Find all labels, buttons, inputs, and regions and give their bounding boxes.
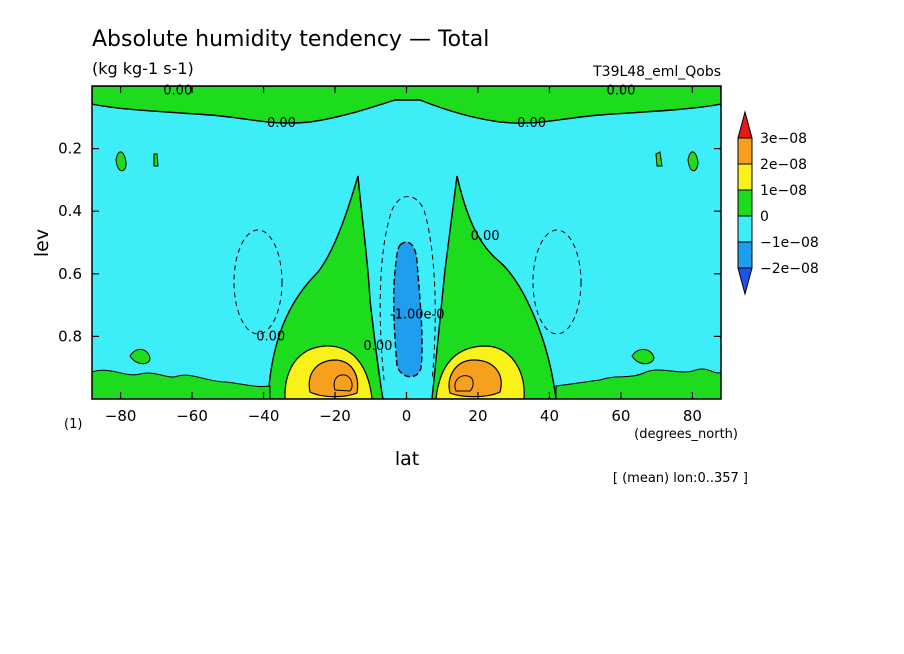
x-tick-label: −20 xyxy=(319,407,351,425)
colorbar-segment xyxy=(737,215,753,243)
colorbar-label: −1e−08 xyxy=(760,235,819,251)
x-tick-label: 80 xyxy=(683,407,702,425)
x-tick-label: −60 xyxy=(176,407,208,425)
right-inner-contour xyxy=(454,375,474,392)
contour-label: 0.00 xyxy=(256,329,285,344)
left-neg-contour xyxy=(233,229,283,335)
x-tick-label: 20 xyxy=(468,407,487,425)
colorbar-segment xyxy=(737,163,753,191)
right-mid-patch xyxy=(631,349,655,365)
contour-label: 0.00 xyxy=(267,116,296,131)
colorbar-label: 3e−08 xyxy=(760,131,807,147)
colorbar-label: 2e−08 xyxy=(760,157,807,173)
colorbar-segment xyxy=(737,189,753,217)
left-inner-contour xyxy=(333,374,353,392)
left-polar-patch xyxy=(115,151,127,172)
left-orange-max xyxy=(308,359,359,398)
y-axis: 0.2 0.4 0.6 0.8 xyxy=(58,140,721,345)
chart-title: Absolute humidity tendency — Total xyxy=(92,27,489,52)
x-tick-label: 0 xyxy=(402,407,412,425)
colorbar-label: −2e−08 xyxy=(760,261,819,277)
x-tick-label: −80 xyxy=(105,407,137,425)
equatorial-outer-neg-contour xyxy=(379,196,436,381)
y-tick-label: 0.8 xyxy=(58,327,82,345)
colorbar-label: 0 xyxy=(760,209,769,225)
x-axis: −80 −60 −40 −20 0 20 40 60 80 xyxy=(105,86,702,425)
y-tick-label: 0.2 xyxy=(58,140,82,158)
y-tick-label: 0.4 xyxy=(58,202,82,220)
colorbar-segment xyxy=(737,110,753,139)
right-polar-patch xyxy=(687,151,699,172)
upper-green-band xyxy=(92,86,721,124)
contour-label: 0.00 xyxy=(363,339,392,354)
contour-label: -1.00e-0 xyxy=(390,307,445,322)
colorbar-label: 1e−08 xyxy=(760,183,807,199)
left-mid-patch xyxy=(129,349,151,365)
chart-units: (kg kg-1 s-1) xyxy=(92,59,194,78)
contour-label: 0.00 xyxy=(471,229,500,244)
x-tick-label: 60 xyxy=(611,407,630,425)
mean-note: [ (mean) lon:0..357 ] xyxy=(613,471,748,486)
right-orange-max xyxy=(448,359,502,398)
run-label: T39L48_eml_Qobs xyxy=(592,64,721,80)
colorbar-segment xyxy=(737,241,753,269)
right-polar-patch-2 xyxy=(655,151,663,167)
contour-label: 0.00 xyxy=(163,84,192,99)
left-polar-patch-2 xyxy=(153,153,159,167)
colorbar: 3e−08 2e−08 1e−08 0 −1e−08 −2e−08 xyxy=(737,110,819,296)
x-axis-label: lat xyxy=(395,448,419,470)
equatorial-min xyxy=(393,241,423,378)
right-neg-contour xyxy=(532,229,582,335)
x-axis-unit: (degrees_north) xyxy=(634,427,738,442)
contour-plot xyxy=(92,86,721,399)
y-tick-label: 0.6 xyxy=(58,265,82,283)
contour-label: 0.00 xyxy=(517,116,546,131)
left-surface-patches xyxy=(92,369,271,399)
colorbar-segment xyxy=(737,267,753,296)
x-tick-label: −40 xyxy=(248,407,280,425)
y-axis-label: lev xyxy=(31,229,53,257)
contour-labels: 0.00 0.000.00 0.000.000.000.00-1.00e-0 xyxy=(163,84,635,354)
colorbar-segment xyxy=(737,137,753,165)
right-surface-patches xyxy=(555,368,721,399)
x-tick-label: 40 xyxy=(540,407,559,425)
left-green-tongue xyxy=(267,175,384,399)
panel-tag: (1) xyxy=(64,417,82,432)
right-green-tongue xyxy=(431,175,557,399)
